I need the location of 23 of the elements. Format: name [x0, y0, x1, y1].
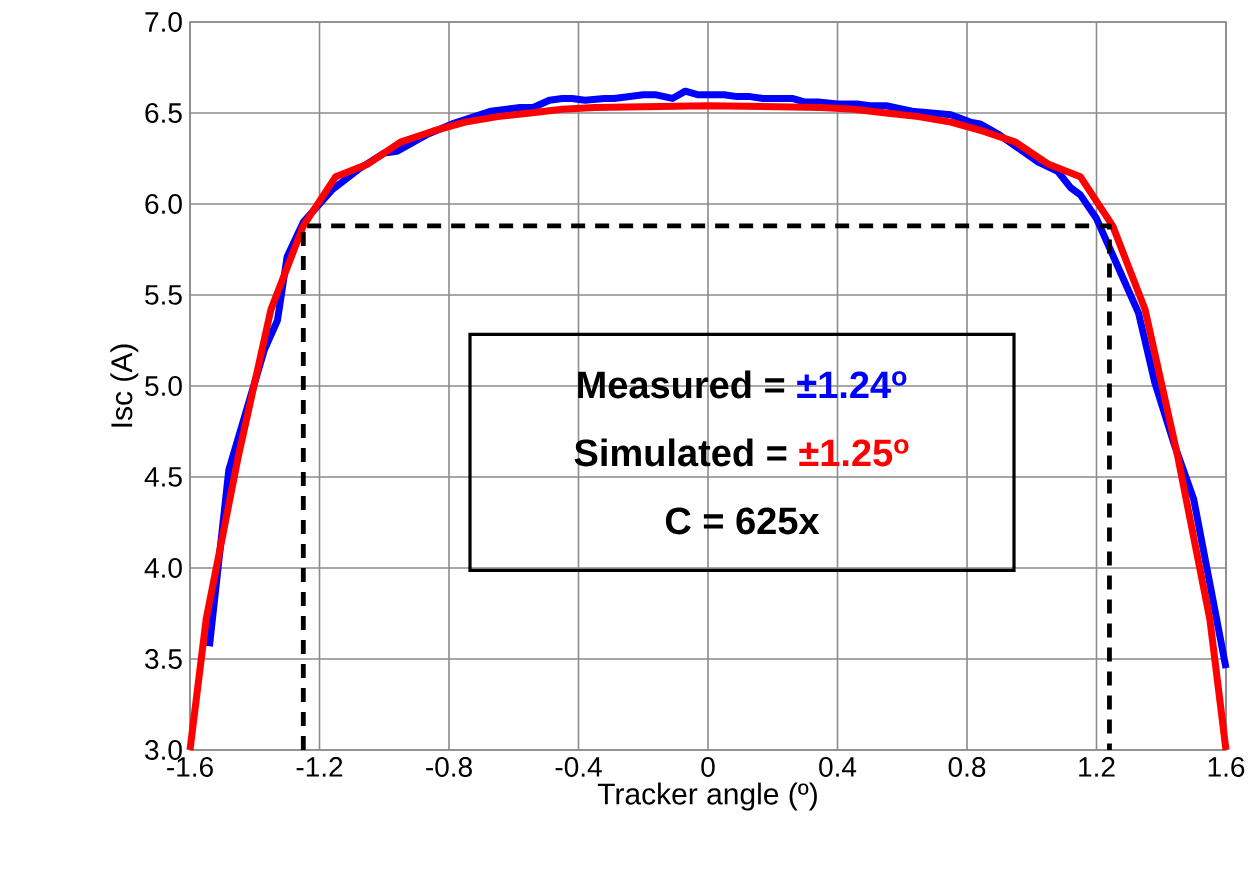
y-tick-label: 4.0	[144, 558, 182, 578]
annotation: ±1.24$^{o}$	[797, 371, 907, 398]
x-tick-label: 0.4	[819, 757, 857, 777]
x-axis-title: Tracker angle (º)	[597, 782, 817, 811]
x-tick-label: 1.2	[1079, 757, 1115, 777]
x-tick-label: -0.8	[426, 757, 472, 777]
y-tick-label: 6.5	[145, 103, 182, 123]
x-tick-label: 1.6	[1208, 757, 1245, 777]
y-tick-label: 5.0	[145, 376, 182, 396]
y-tick-label: 4.5	[144, 467, 182, 487]
x-tick-label: -1.2	[296, 757, 343, 777]
annotation: C = 625x	[665, 507, 820, 535]
x-tick-label: 0.8	[948, 757, 986, 777]
y-tick-label: 6.0	[145, 194, 182, 214]
x-tick-label: -0.4	[555, 757, 602, 777]
y-tick-label: 3.5	[145, 649, 182, 669]
annotation: ±1.25$^{o}$	[799, 439, 909, 467]
annotation: Simulated =	[574, 438, 787, 467]
annotation: Measured =	[578, 370, 785, 399]
y-tick-label: 7.0	[145, 12, 182, 32]
x-tick-label: 0	[701, 757, 715, 777]
y-axis-title: Isc (A)	[110, 344, 139, 427]
y-tick-label: 5.5	[145, 285, 182, 305]
